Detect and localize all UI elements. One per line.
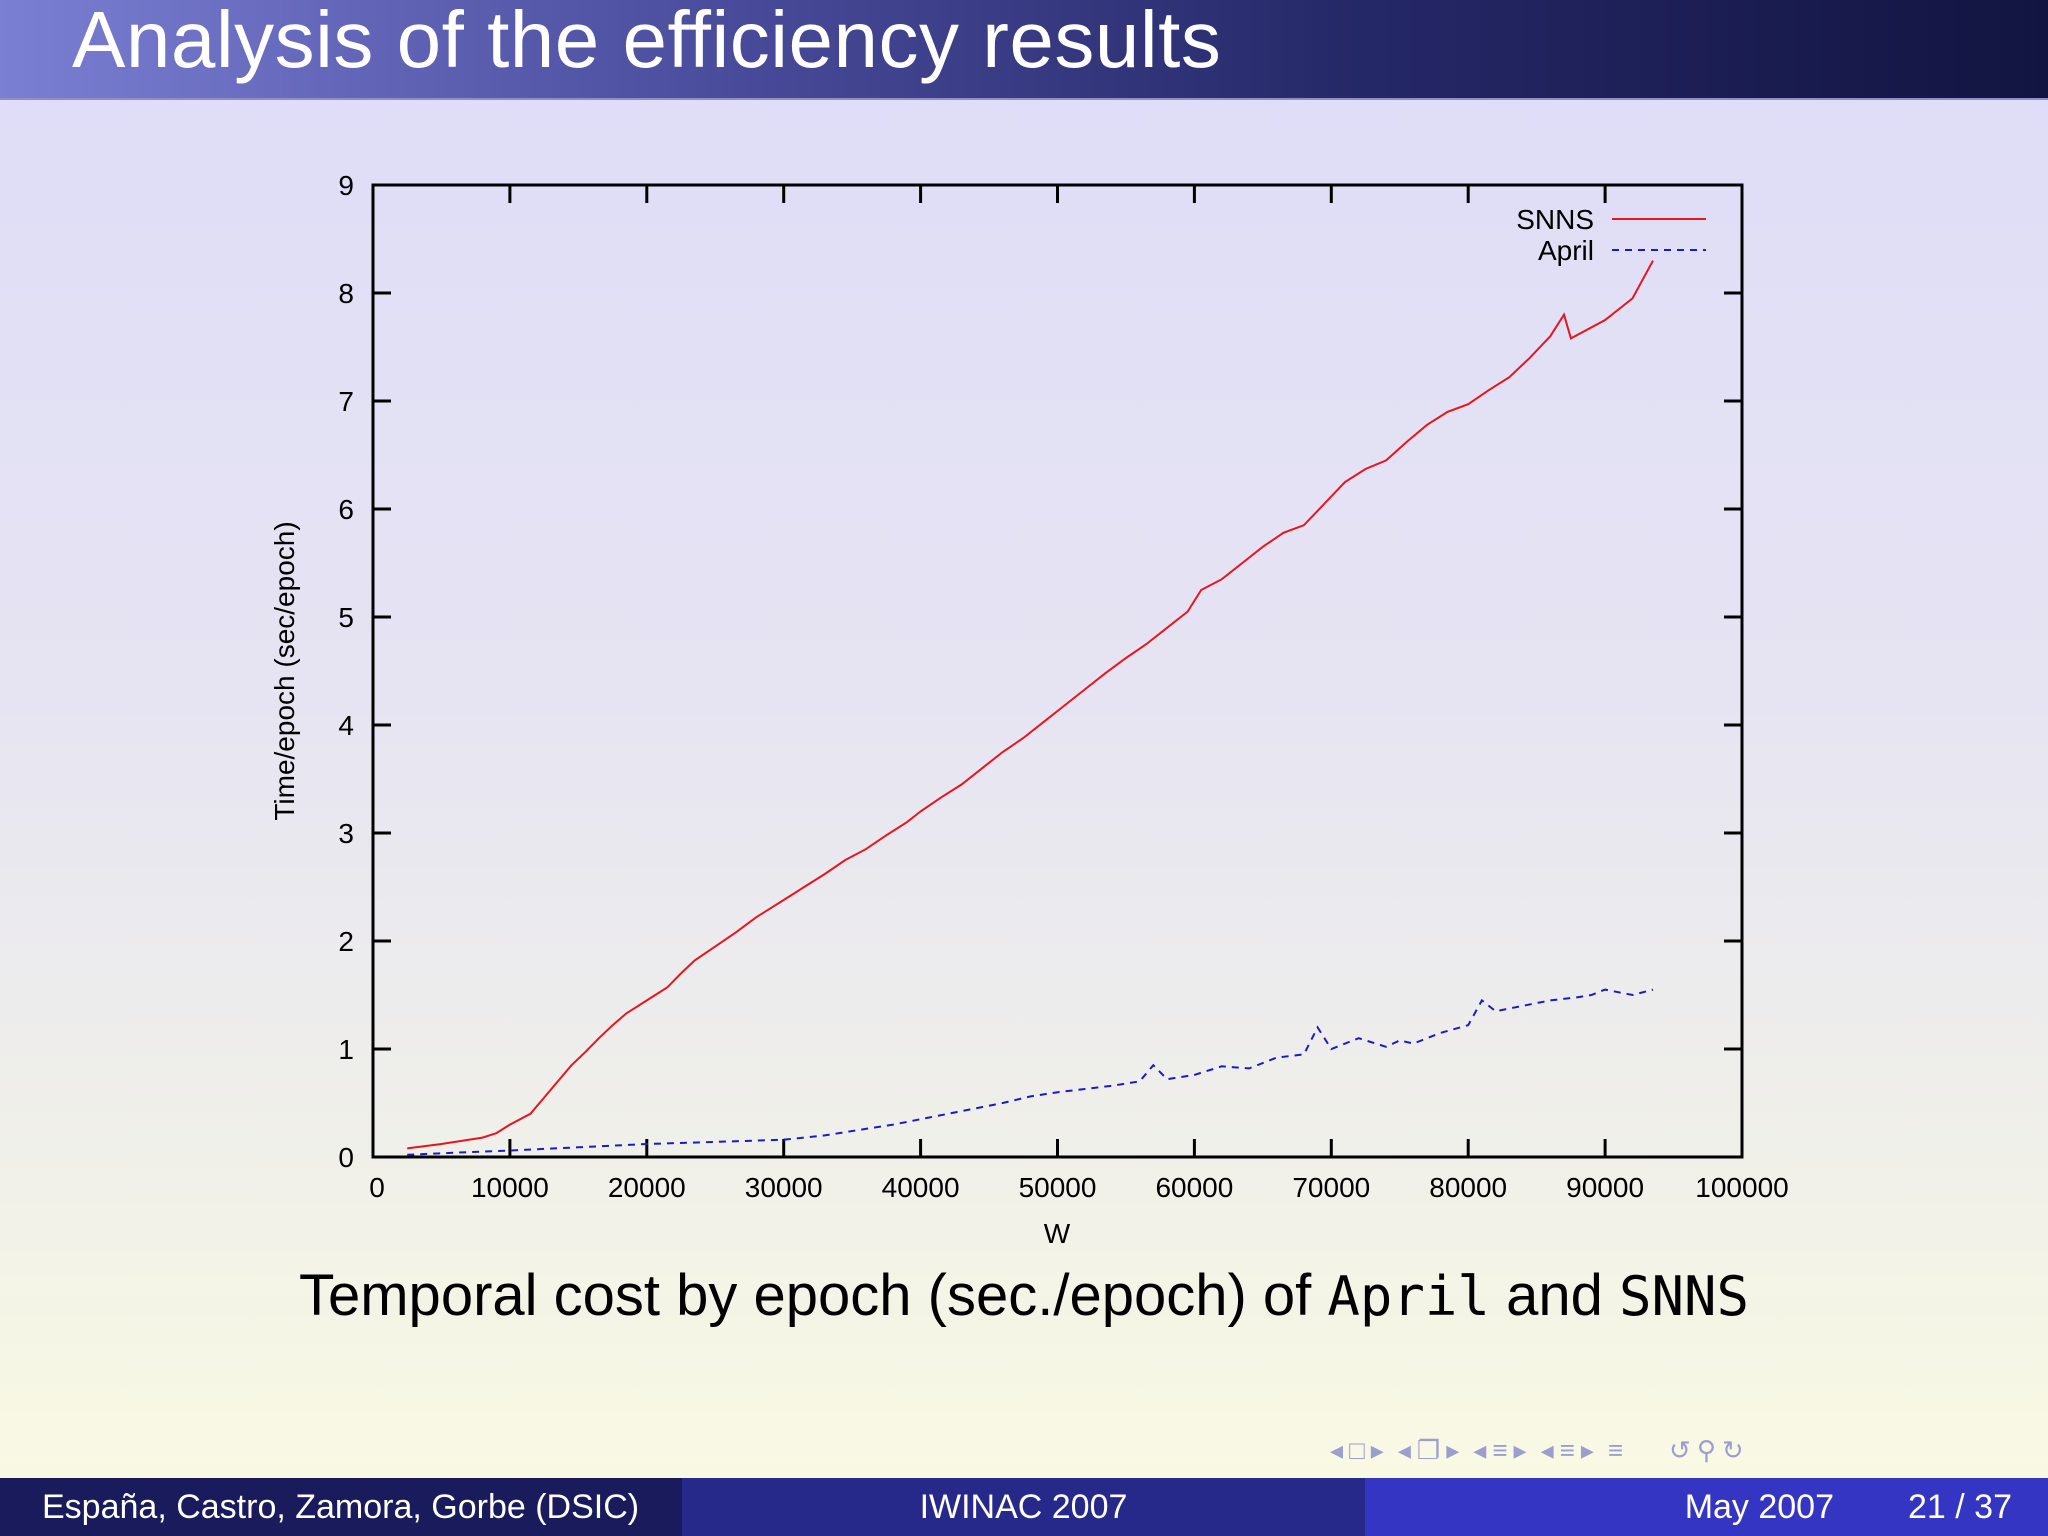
legend-label: SNNS xyxy=(1516,204,1594,235)
search-icon[interactable]: ⚲ xyxy=(1696,1434,1716,1465)
undo-icon[interactable]: ↺ xyxy=(1669,1434,1691,1465)
frame-icon[interactable]: □ xyxy=(1349,1434,1365,1465)
arrow-left-icon[interactable]: ◂ xyxy=(1540,1434,1554,1465)
caption-text: Temporal cost by epoch (sec./epoch) of xyxy=(298,1263,1328,1328)
arrow-right-icon[interactable]: ▸ xyxy=(1580,1434,1594,1465)
footer-authors-text: España, Castro, Zamora, Gorbe (DSIC) xyxy=(42,1487,640,1526)
axis-ticks xyxy=(371,183,1744,1159)
y-tick-label: 9 xyxy=(338,170,354,201)
series-line-april xyxy=(407,988,1654,1156)
x-tick-label: 50000 xyxy=(1019,1172,1097,1203)
footer-conference-text: IWINAC 2007 xyxy=(919,1487,1128,1526)
arrow-left-icon[interactable]: ◂ xyxy=(1330,1434,1344,1465)
x-tick-label: 80000 xyxy=(1429,1172,1507,1203)
series-layer xyxy=(407,260,1654,1156)
footer-conference: IWINAC 2007 xyxy=(682,1478,1365,1536)
y-tick-label: 2 xyxy=(338,926,354,957)
slide-title: Analysis of the efficiency results xyxy=(72,0,1222,84)
x-tick-label: 40000 xyxy=(882,1172,960,1203)
x-tick-label: 60000 xyxy=(1155,1172,1233,1203)
toc-icon[interactable]: ≡ xyxy=(1607,1434,1624,1465)
x-tick-label: 70000 xyxy=(1292,1172,1370,1203)
footer-page-number: 21 / 37 xyxy=(1908,1487,2012,1526)
x-axis-label: W xyxy=(1044,1218,1071,1249)
tick-labels: 0 10000 20000 30000 40000 50000 60000 70000 8000… xyxy=(338,170,1788,1203)
caption-code-april: April xyxy=(1327,1265,1490,1328)
figure-caption: Temporal cost by epoch (sec./epoch) of A… xyxy=(0,1262,2048,1329)
arrow-right-icon[interactable]: ▸ xyxy=(1446,1434,1460,1465)
title-bar: Analysis of the efficiency results xyxy=(0,0,2048,100)
y-tick-label: 1 xyxy=(338,1034,354,1065)
caption-and: and xyxy=(1489,1263,1619,1328)
y-tick-label: 6 xyxy=(338,494,354,525)
arrow-right-icon[interactable]: ▸ xyxy=(1370,1434,1384,1465)
y-tick-label: 7 xyxy=(338,386,354,417)
footer-date-page: May 2007 21 / 37 xyxy=(1365,1478,2048,1536)
x-tick-label: 100000 xyxy=(1695,1172,1788,1203)
caption-code-snns: SNNS xyxy=(1618,1265,1749,1328)
y-axis-label: Time/epoch (sec/epoch) xyxy=(269,521,300,820)
y-tick-label: 8 xyxy=(338,278,354,309)
redo-icon[interactable]: ↻ xyxy=(1721,1434,1744,1465)
section-icon[interactable]: ≡ xyxy=(1492,1434,1508,1465)
y-tick-label: 0 xyxy=(338,1142,354,1173)
x-tick-label: 10000 xyxy=(471,1172,549,1203)
section-icon[interactable]: ≡ xyxy=(1559,1434,1575,1465)
footer-bar: España, Castro, Zamora, Gorbe (DSIC) IWI… xyxy=(0,1478,2048,1536)
beamer-navigation: ◂ □ ▸ ◂ ❐ ▸ ◂ ≡ ▸ ◂ ≡ ▸ ≡ ↺ ⚲ ↻ xyxy=(1330,1432,1744,1468)
arrow-left-icon[interactable]: ◂ xyxy=(1397,1434,1411,1465)
subsection-icon[interactable]: ❐ xyxy=(1416,1434,1441,1465)
x-tick-label: 0 xyxy=(369,1172,385,1203)
footer-date: May 2007 xyxy=(1684,1487,1835,1526)
arrow-left-icon[interactable]: ◂ xyxy=(1473,1434,1487,1465)
y-tick-label: 4 xyxy=(338,710,354,741)
x-tick-label: 90000 xyxy=(1566,1172,1644,1203)
x-tick-label: 30000 xyxy=(745,1172,823,1203)
y-tick-label: 3 xyxy=(338,818,354,849)
series-line-snns xyxy=(407,260,1654,1150)
legend-label: April xyxy=(1538,235,1594,266)
plot-frame xyxy=(371,183,1744,1159)
x-tick-label: 20000 xyxy=(608,1172,686,1203)
arrow-right-icon[interactable]: ▸ xyxy=(1513,1434,1527,1465)
efficiency-chart: 0 10000 20000 30000 40000 50000 60000 70000 8000… xyxy=(269,170,1789,1249)
y-tick-label: 5 xyxy=(338,602,354,633)
footer-authors: España, Castro, Zamora, Gorbe (DSIC) xyxy=(0,1478,682,1536)
